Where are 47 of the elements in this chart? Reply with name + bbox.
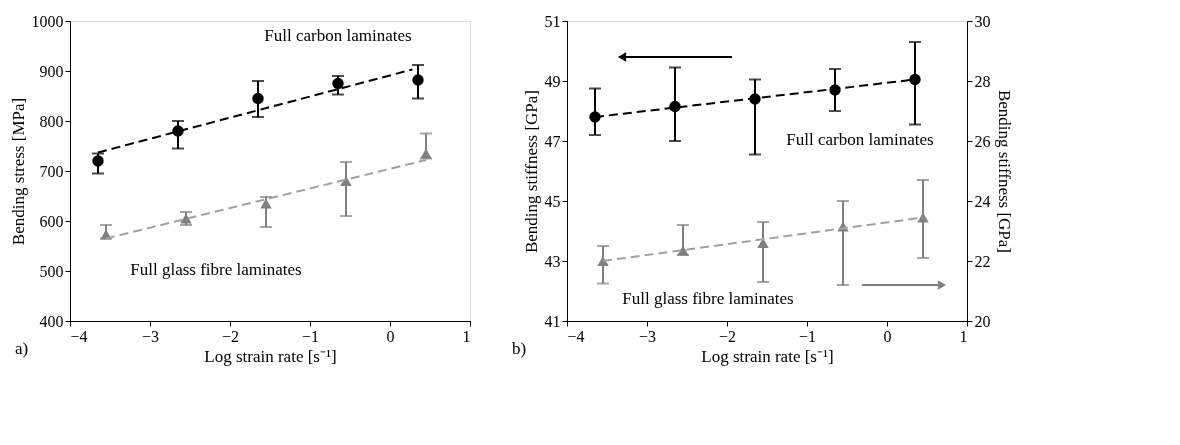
point [909,73,921,86]
point [412,74,424,86]
y2-tick-label: 28 [974,72,991,90]
series-label: Full glass fibre laminates [622,289,794,308]
series-label: Full glass fibre laminates [130,259,302,279]
y-tick-label: 500 [39,262,64,280]
x-tick-label: −3 [141,327,160,345]
x-tick-label: −2 [718,327,737,345]
y2-tick-label: 22 [974,252,991,270]
y-tick-label: 1000 [31,12,64,30]
series-label: Full carbon laminates [264,25,412,45]
y-tick-label: 700 [39,162,64,180]
y-axis-title: Bending stress [MPa] [8,97,28,246]
y2-tick-label: 20 [974,312,991,330]
x-tick-label: −4 [70,327,88,345]
y2-tick-label: 26 [974,132,991,150]
y2-tick-label: 24 [974,192,991,210]
x-tick-label: 0 [386,327,395,345]
point [252,92,264,105]
text: b) [512,339,527,358]
y-tick-label: 400 [39,312,64,330]
y-tick-label: 800 [39,112,64,130]
x-tick-label: 0 [883,327,892,345]
y-tick-label: 900 [39,62,64,80]
point [332,77,344,90]
y-tick-label: 47 [544,132,561,150]
x-tick-label: −3 [638,327,657,345]
y2-axis-title: Bending stiffness [GPa] [994,89,1014,254]
y-tick-label: 600 [39,212,64,230]
x-tick-label: 1 [959,327,968,345]
text: a) [15,339,29,358]
x-tick-label: −2 [221,327,240,345]
x-tick-label: −1 [301,327,320,345]
point [92,155,104,167]
y-tick-label: 49 [544,72,561,90]
x-tick-label: −1 [798,327,817,345]
y-axis-title: Bending stiffness [GPa] [521,89,541,254]
x-tick-label: 1 [462,327,471,345]
y2-tick-label: 30 [974,12,991,30]
y-tick-label: 45 [544,192,561,210]
x-tick-label: −4 [567,327,585,345]
x-axis-title: Log strain rate [s⁻¹] [204,346,337,366]
y-tick-label: 43 [544,252,561,270]
x-axis-title: Log strain rate [s⁻¹] [701,346,834,366]
text: Full carbon laminates [786,130,934,149]
y-tick-label: 51 [544,12,561,30]
y-tick-label: 41 [544,312,561,330]
